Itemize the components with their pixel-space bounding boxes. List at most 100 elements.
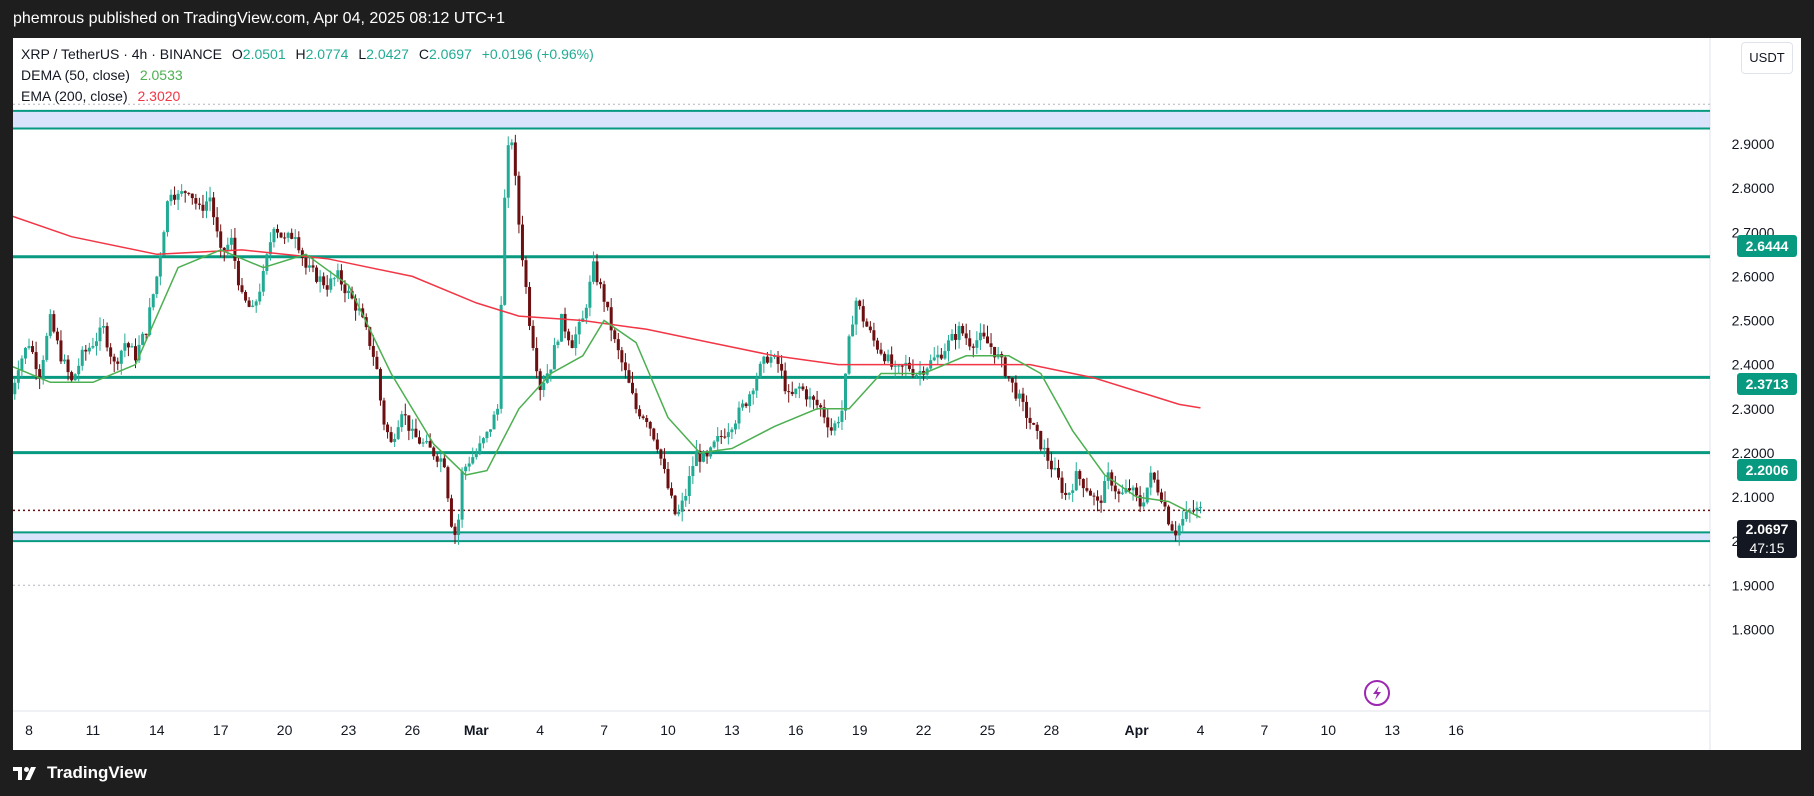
candle-body-202 [726,432,730,438]
price-chart[interactable]: 2.90002.80002.70002.60002.50002.40002.30… [13,38,1801,750]
x-tick-label-19: 7 [1261,722,1269,738]
candle-body-78 [286,232,290,238]
candle-body-36 [137,344,141,361]
candle-body-15 [63,359,66,362]
candle-body-128 [464,466,468,472]
candle-body-331 [1184,511,1188,520]
x-tick-label-2: 14 [149,722,165,738]
candle-body-233 [836,421,840,424]
candle-body-48 [180,191,184,194]
ema-row[interactable]: EMA (200, close) 2.3020 [21,86,594,107]
candle-body-277 [993,346,997,358]
candle-body-99 [361,308,365,318]
candle-body-132 [478,443,482,453]
candle-body-40 [151,294,155,308]
candle-body-303 [1085,488,1089,491]
x-tick-label-4: 20 [277,722,293,738]
candle-body-62 [229,237,233,245]
dema-value: 2.0533 [139,67,183,83]
open-label: O [231,46,243,62]
candle-body-33 [126,343,130,348]
candle-body-162 [584,307,588,319]
candle-body-214 [769,357,773,363]
candle-body-164 [591,261,595,282]
candle-body-108 [393,438,397,442]
candle-body-276 [989,343,993,347]
candle-body-84 [307,265,311,268]
currency-button[interactable]: USDT [1741,42,1793,74]
candle-body-125 [453,526,457,535]
candle-body-64 [236,260,240,286]
brand-name: TradingView [47,763,147,782]
candle-body-229 [822,407,826,418]
candle-body-1 [13,382,17,395]
candle-body-182 [655,439,659,450]
candle-body-136 [492,414,496,430]
y-tick-label-1: 2.8000 [1732,180,1775,196]
candle-body-158 [570,340,574,348]
x-tick-label-6: 26 [405,722,421,738]
candle-body-111 [403,414,407,416]
candle-body-239 [858,300,862,307]
candle-body-85 [311,265,315,268]
candle-body-325 [1163,501,1167,507]
symbol-label[interactable]: XRP / TetherUS · 4h · BINANCE [21,46,222,62]
candle-body-273 [978,332,982,341]
candle-body-200 [719,435,723,437]
candle-body-235 [844,373,847,411]
candle-body-178 [641,416,645,419]
candle-body-220 [790,391,794,395]
candle-body-127 [460,471,464,520]
candle-body-60 [222,247,226,251]
candle-body-34 [130,346,134,348]
candle-body-67 [247,300,251,307]
x-tick-label-11: 13 [724,722,740,738]
bar-countdown: 47:15 [1749,540,1785,556]
candle-body-307 [1099,500,1103,503]
close-label: C [418,46,429,62]
candle-body-296 [1060,477,1064,493]
candle-body-24 [94,341,98,347]
candle-body-243 [872,330,876,341]
candle-body-290 [1039,430,1043,450]
candle-body-211 [758,363,762,378]
candle-body-21 [84,349,88,352]
candle-body-271 [971,346,975,348]
candle-body-26 [102,326,106,328]
y-tick-label-0: 2.9000 [1732,136,1775,152]
candle-body-268 [961,325,965,334]
x-tick-label-17: Apr [1125,722,1150,738]
x-tick-label-7: Mar [464,722,489,738]
candle-body-135 [489,429,492,432]
candle-body-150 [542,382,546,391]
x-tick-label-12: 16 [788,722,804,738]
candle-body-261 [936,354,940,358]
tradingview-logo[interactable]: TradingView [13,763,147,783]
candle-body-230 [826,417,830,428]
candle-body-253 [907,362,911,369]
candle-body-163 [588,281,592,308]
candle-body-138 [499,304,503,409]
candle-body-92 [336,270,340,279]
candle-body-75 [276,228,279,233]
candle-body-118 [428,441,432,448]
candle-body-284 [1017,393,1021,399]
x-tick-label-21: 13 [1384,722,1400,738]
published-text: phemrous published on TradingView.com, A… [13,10,506,27]
candle-body-98 [357,308,361,311]
candle-body-167 [602,284,606,302]
candle-body-334 [1195,507,1199,511]
candle-body-168 [606,301,610,308]
candle-body-171 [616,339,620,351]
candle-body-185 [666,468,670,489]
candle-body-123 [446,467,450,499]
dema-row[interactable]: DEMA (50, close) 2.0533 [21,65,594,86]
candle-body-54 [201,204,205,211]
candle-body-213 [765,356,769,363]
chart-panel[interactable]: 2.9000 2.8000 2.7000 2.6000 2.5000 2.4000 2.30… [13,38,1801,750]
candle-body-31 [119,350,123,364]
lightning-icon[interactable] [1364,680,1390,706]
candle-body-95 [347,290,350,294]
candle-body-148 [535,348,539,372]
y-tick-label-3: 2.6000 [1732,268,1775,284]
